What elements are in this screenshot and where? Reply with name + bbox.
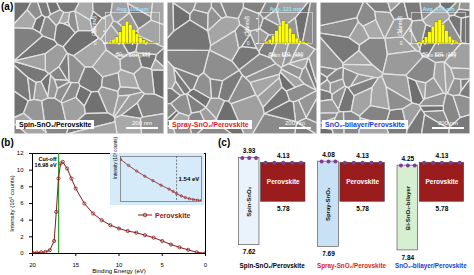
svg-text:8: 8 [20,184,24,190]
svg-text:10: 10 [17,167,24,173]
svg-text:6: 6 [20,200,24,206]
svg-text:7.69: 7.69 [322,250,335,257]
svg-text:0: 0 [400,40,403,46]
svg-text:Perovskite: Perovskite [155,212,191,219]
svg-text:Avg. 108 nm: Avg. 108 nm [116,6,148,12]
svg-text:20: 20 [29,262,36,268]
svg-text:4.08: 4.08 [322,151,335,158]
svg-text:Spray-SnO₂/Perovskite: Spray-SnO₂/Perovskite [317,262,386,270]
html-text:(a): (a) [1,1,14,12]
html-text:200 nm: 200 nm [285,120,305,126]
svg-text:4.13: 4.13 [277,152,290,159]
svg-text:12: 12 [17,150,24,156]
html-text:Spray-SnO₂/Perovskite: Spray-SnO₂/Perovskite [172,121,249,128]
html-text:200 nm: 200 nm [132,120,152,126]
svg-text:Cut-off16.98 eV: Cut-off16.98 eV [35,156,57,168]
svg-text:SnO₂-bilayer/Perovskite: SnO₂-bilayer/Perovskite [395,262,467,270]
svg-text:Avg. 129 nm: Avg. 129 nm [422,6,454,12]
html-text:SnO₂-bilayer/Perovskite: SnO₂-bilayer/Perovskite [325,121,405,128]
svg-text:40: 40 [90,15,97,22]
svg-text:5.78: 5.78 [277,205,290,212]
svg-text:Perovskite: Perovskite [267,178,300,185]
svg-text:Bi-SnO₂-bilayer: Bi-SnO₂-bilayer [405,185,411,230]
svg-text:Grain Size (nm): Grain Size (nm) [421,52,456,58]
svg-text:7.62: 7.62 [243,248,256,255]
svg-text:40: 40 [243,15,250,22]
svg-text:3.93: 3.93 [243,147,256,154]
svg-text:Grain Size (nm): Grain Size (nm) [115,52,150,58]
svg-text:Perovskite: Perovskite [425,178,458,185]
svg-text:Spin-SnO₂: Spin-SnO₂ [246,186,252,216]
svg-text:4.13: 4.13 [436,152,449,159]
svg-text:4.13: 4.13 [356,152,369,159]
html-text:(c): (c) [218,137,231,148]
html-text:Spin-SnO₂/Perovskite: Spin-SnO₂/Perovskite [19,121,92,128]
svg-text:4.25: 4.25 [401,155,414,162]
svg-text:40: 40 [396,15,403,22]
svg-text:0: 0 [94,40,97,46]
svg-text:10: 10 [115,261,123,268]
svg-text:Avg. 121 nm: Avg. 121 nm [269,6,301,12]
svg-text:Intensity (10⁵ counts): Intensity (10⁵ counts) [9,175,15,232]
svg-text:15: 15 [72,262,79,268]
svg-text:Spin-SnO₂/Perovskite: Spin-SnO₂/Perovskite [240,262,306,270]
svg-text:Counts: Counts [91,20,97,36]
html-text:(b): (b) [1,137,14,148]
svg-text:1.54 eV: 1.54 eV [179,176,200,182]
svg-text:0: 0 [247,40,250,46]
svg-text:7.84: 7.84 [401,253,414,260]
svg-text:Grain Size (nm): Grain Size (nm) [268,52,303,58]
svg-text:5.78: 5.78 [356,205,369,212]
svg-text:0: 0 [204,262,208,268]
svg-text:5.78: 5.78 [436,205,449,212]
svg-text:5: 5 [161,262,165,268]
svg-text:Intensity (10³ counts): Intensity (10³ counts) [113,136,118,179]
html-text:200 nm: 200 nm [438,120,458,126]
svg-text:2: 2 [20,234,24,240]
svg-text:0: 0 [20,250,24,256]
svg-text:Perovskite: Perovskite [346,178,379,185]
svg-text:Binding Energy (eV): Binding Energy (eV) [92,268,146,274]
svg-text:Counts: Counts [397,20,403,36]
svg-text:Spray-SnO₂: Spray-SnO₂ [325,187,331,221]
svg-text:4: 4 [20,217,24,223]
svg-text:Counts: Counts [244,20,250,36]
